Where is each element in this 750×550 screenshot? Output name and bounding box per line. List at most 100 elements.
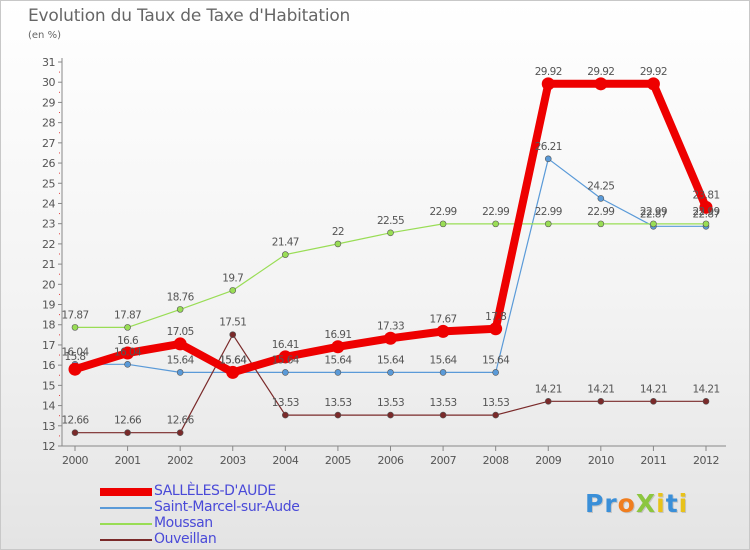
y-minor-tick: [59, 374, 60, 376]
data-point: [439, 411, 447, 419]
data-point: [71, 324, 79, 331]
logo-letter: r: [604, 489, 618, 518]
data-label: 21.47: [272, 237, 299, 249]
data-label: 17.87: [114, 309, 141, 321]
data-label: 12.66: [114, 415, 142, 427]
data-label: 12.66: [61, 415, 89, 427]
y-minor-tick: [59, 152, 60, 154]
data-point: [597, 398, 605, 405]
data-label: 22.99: [535, 206, 562, 218]
data-label: 16.41: [272, 339, 299, 351]
data-label: 15.64: [377, 354, 405, 366]
legend-swatch: [100, 539, 152, 541]
y-minor-tick: [59, 253, 60, 255]
data-label: 22.55: [377, 215, 404, 227]
data-label: 15.64: [219, 354, 247, 366]
y-tick-label: 15: [42, 379, 55, 392]
y-minor-tick: [59, 415, 60, 417]
series-0: [68, 77, 713, 379]
data-point: [282, 251, 289, 258]
unit-label: (en %): [28, 30, 61, 41]
data-label: 22.99: [430, 206, 457, 218]
data-label: 17.51: [219, 317, 246, 329]
data-point: [331, 340, 345, 354]
logo-letter: i: [678, 489, 689, 518]
chart-title: Evolution du Taux de Taxe d'Habitation: [28, 6, 351, 26]
data-label: 17.67: [430, 313, 457, 325]
data-label: 22.99: [482, 206, 509, 218]
data-label: 22.99: [692, 206, 719, 218]
y-tick-label: 30: [42, 76, 55, 89]
data-point: [439, 220, 447, 228]
legend-label: Saint-Marcel-sur-Aude: [154, 499, 300, 515]
data-label: 14.21: [587, 383, 614, 395]
data-label: 24.25: [587, 180, 614, 192]
data-label: 13.53: [324, 397, 351, 409]
legend-label: SALLÈLES-D'AUDE: [154, 483, 276, 499]
x-tick-label: 2004: [272, 454, 298, 467]
axes: 12 13 14 15 16 17 18 19 20 21 22 23 24 25 26 27 28 29 30 31…: [42, 56, 726, 467]
data-point: [334, 369, 342, 376]
y-minor-tick: [59, 112, 60, 114]
y-tick-label: 22: [42, 238, 55, 251]
data-point: [226, 365, 240, 379]
data-point: [384, 331, 397, 345]
y-tick-label: 13: [42, 420, 55, 433]
y-minor-tick: [59, 233, 60, 235]
data-point: [229, 287, 237, 294]
x-tick-label: 2009: [535, 454, 561, 467]
y-minor-tick: [59, 293, 60, 295]
data-point: [702, 398, 710, 405]
data-label: 16.91: [324, 329, 351, 341]
data-label: 15.64: [272, 354, 300, 366]
y-tick-label: 26: [42, 157, 55, 170]
data-label: 29.92: [587, 66, 614, 78]
y-tick-label: 19: [42, 299, 55, 312]
y-tick-label: 17: [42, 339, 55, 352]
data-point: [176, 306, 184, 313]
data-point: [124, 429, 131, 436]
x-tick-label: 2003: [220, 454, 246, 467]
data-point: [544, 155, 552, 163]
data-point: [334, 411, 342, 419]
series-line: [74, 223, 707, 328]
logo-letter: i: [656, 489, 666, 518]
y-minor-tick: [59, 354, 60, 356]
data-point: [173, 337, 187, 351]
data-label: 17.87: [61, 309, 88, 321]
data-point: [702, 220, 710, 228]
x-tick-label: 2007: [430, 454, 456, 467]
data-label: 17.8: [485, 311, 506, 323]
data-point: [387, 229, 394, 237]
x-tick-label: 2000: [62, 454, 88, 467]
y-tick-label: 14: [42, 400, 55, 413]
y-tick-label: 25: [42, 177, 55, 190]
data-point: [439, 369, 447, 376]
x-tick-label: 2011: [640, 454, 666, 467]
data-point: [597, 220, 605, 228]
data-point: [699, 200, 713, 214]
data-point: [594, 77, 608, 91]
data-label: 15.64: [430, 354, 458, 366]
data-point: [124, 324, 131, 331]
x-tick-label: 2002: [167, 454, 193, 467]
y-minor-tick: [59, 71, 60, 73]
data-point: [68, 362, 82, 376]
y-tick-label: 12: [42, 440, 55, 453]
data-label: 22.87: [640, 208, 667, 220]
y-minor-tick: [59, 314, 60, 316]
data-label: 13.53: [377, 397, 404, 409]
data-point: [334, 240, 342, 248]
data-label: 14.21: [640, 383, 667, 395]
data-point: [650, 220, 657, 228]
data-point: [387, 411, 394, 419]
y-minor-tick: [59, 334, 60, 336]
data-label: 18.76: [167, 291, 195, 303]
data-label: 17.33: [377, 320, 404, 332]
legend-swatch: [100, 488, 152, 496]
logo-letter: X: [635, 489, 657, 518]
data-label: 29.92: [535, 66, 562, 78]
data-point: [278, 350, 292, 364]
x-tick-label: 2008: [483, 454, 509, 467]
